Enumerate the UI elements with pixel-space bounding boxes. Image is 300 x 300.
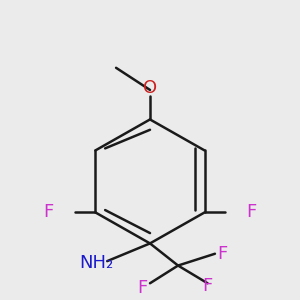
Text: F: F (247, 203, 257, 221)
Text: F: F (43, 203, 53, 221)
Text: NH₂: NH₂ (79, 254, 113, 272)
Text: F: F (202, 277, 213, 295)
Text: F: F (217, 245, 227, 263)
Text: O: O (143, 80, 157, 98)
Text: F: F (137, 279, 148, 297)
